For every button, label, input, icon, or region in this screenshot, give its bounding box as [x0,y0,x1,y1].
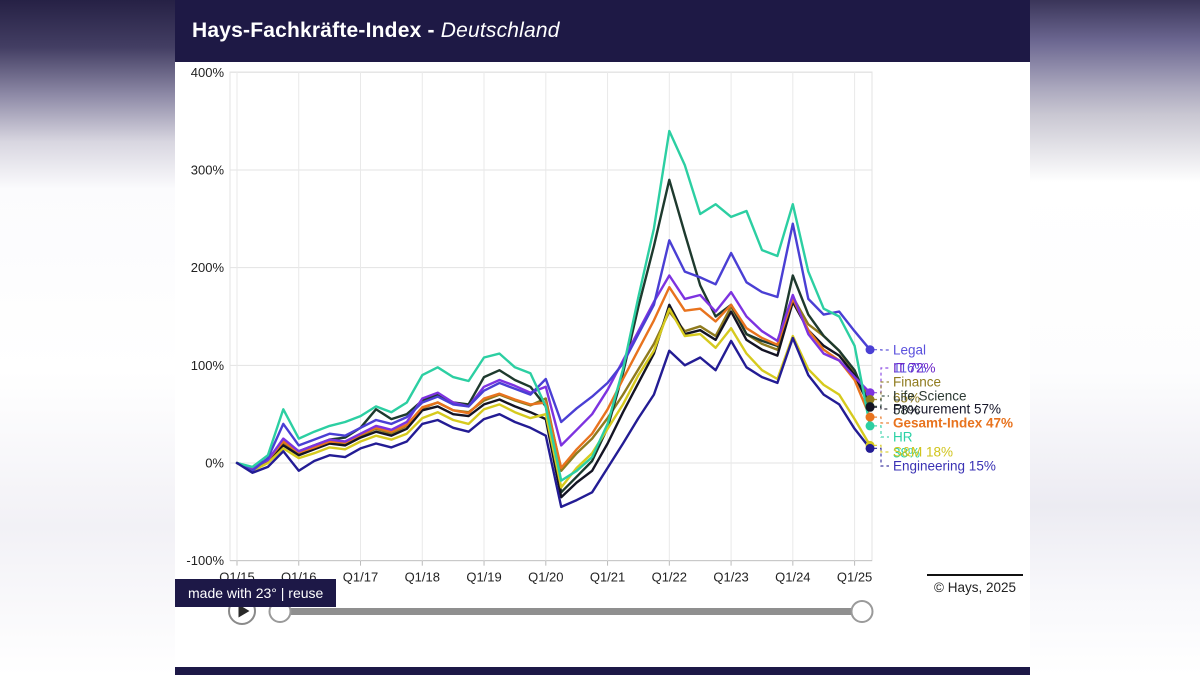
legend-label: Gesamt-Index 47% [893,416,1013,431]
series-line-s-m [235,307,872,489]
legend-label: Engineering 15% [893,459,996,474]
y-axis-tick-label: 400% [191,65,225,80]
series-end-dot-procurement [865,402,875,412]
plot-border [229,71,873,562]
made-with-label: made with 23° | reuse [188,585,324,601]
x-axis-tick-label: Q1/25 [837,570,872,585]
legend-label: Legal [893,343,926,358]
series-line-engineering [235,336,872,509]
legend-label: HR [893,430,913,445]
x-axis-tick-label: Q1/23 [713,570,748,585]
y-axis-tick-label: 200% [191,260,225,275]
legend-leader-hr [874,425,889,438]
y-axis-tick-label: 300% [191,163,225,178]
background-blur-right [1030,0,1200,675]
x-axis-tick-label: Q1/18 [405,570,440,585]
legend-leader-gesamt-index [874,416,889,424]
series-end-dot-gesamt-index [865,412,875,422]
page-title: Hays-Fachkräfte-Index [192,19,422,42]
legend-label: Finance [893,375,941,390]
x-axis-tick-label: Q1/19 [466,570,501,585]
x-axis-tick-label: Q1/20 [528,570,563,585]
line-chart: 400%300%200%100%0%-100%Q1/15 Q1/16 Q1/17 Q1… [186,65,1013,625]
copyright: © Hays, 2025 [927,574,1023,595]
chart-panel: Hays-Fachkräfte-Index - Deutschland 400%… [175,0,1030,675]
play-icon [238,604,250,618]
series-line-procurement [235,300,872,499]
series-end-dot-engineering [865,443,875,453]
background-blur-left [0,0,175,675]
legend-label: S&M 18% [893,445,953,460]
chart-header: Hays-Fachkräfte-Index - Deutschland [175,0,1030,62]
made-with-badge[interactable]: made with 23° | reuse [175,579,337,607]
slider-handle-end[interactable] [850,600,874,623]
legend-leader-life-science [874,395,889,407]
legend-label: 116% [893,361,927,376]
legend-label: Life Science [893,389,967,404]
page-subtitle: Deutschland [440,19,560,42]
legend-leader-procurement [874,406,889,410]
x-axis-tick-label: Q1/22 [652,570,687,585]
legend-label: 65% [893,391,920,406]
legend-label: IT 72% [893,361,936,376]
bottom-strip [175,667,1030,675]
series-line-hr [235,129,872,482]
timeline-slider-track[interactable] [280,608,862,615]
series-line-legal [235,222,872,472]
legend-label: 58% [893,403,920,418]
x-axis-tick-label: Q1/17 [343,570,378,585]
legend-label: Procurement 57% [893,402,1001,417]
series-line-it [235,274,872,470]
x-axis-tick-label: Q1/24 [775,570,810,585]
title-separator: - [421,19,441,42]
y-axis-tick-label: 100% [191,358,225,373]
legend-label: 38% [893,446,920,461]
series-end-dot-hr [865,421,875,431]
series-end-dot-legal [865,345,875,355]
series-end-dot-it [865,388,875,398]
legend-leader-it [874,367,889,394]
series-end-dot-finance [865,395,875,404]
x-axis-tick-label: Q1/21 [590,570,625,585]
y-axis-tick-label: -100% [186,553,224,568]
y-axis-tick-label: 0% [205,456,224,471]
